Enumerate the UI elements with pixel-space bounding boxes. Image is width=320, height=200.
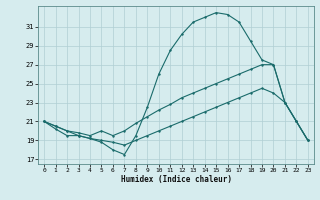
X-axis label: Humidex (Indice chaleur): Humidex (Indice chaleur) xyxy=(121,175,231,184)
